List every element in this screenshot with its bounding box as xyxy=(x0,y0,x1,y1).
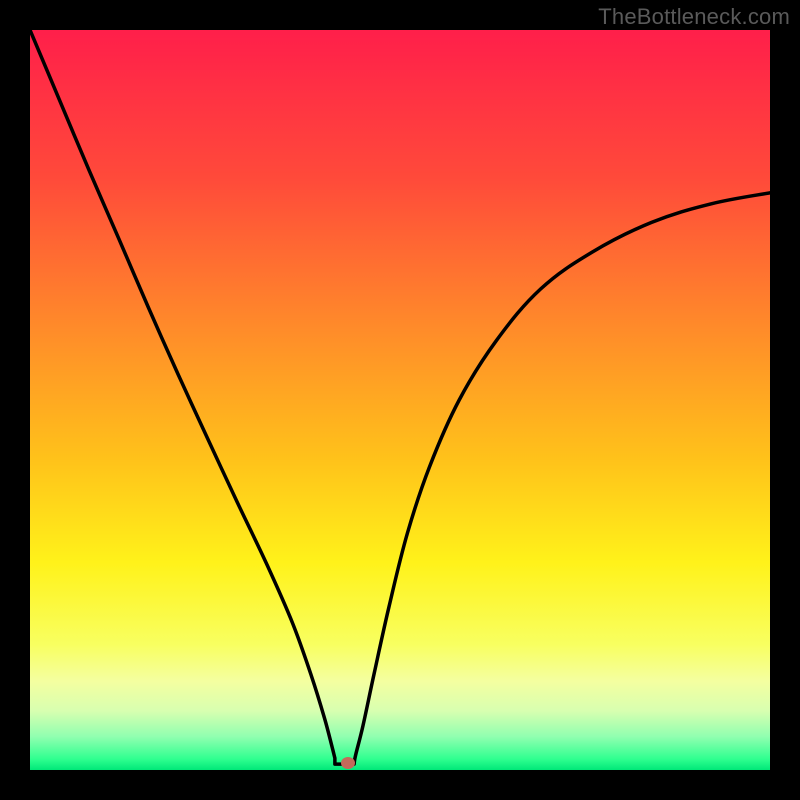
bottleneck-chart: TheBottleneck.com xyxy=(0,0,800,800)
watermark-text: TheBottleneck.com xyxy=(598,4,790,30)
plot-area xyxy=(30,30,770,770)
optimal-point-marker xyxy=(341,757,355,769)
bottleneck-curve xyxy=(30,30,770,770)
curve-path xyxy=(30,30,770,764)
